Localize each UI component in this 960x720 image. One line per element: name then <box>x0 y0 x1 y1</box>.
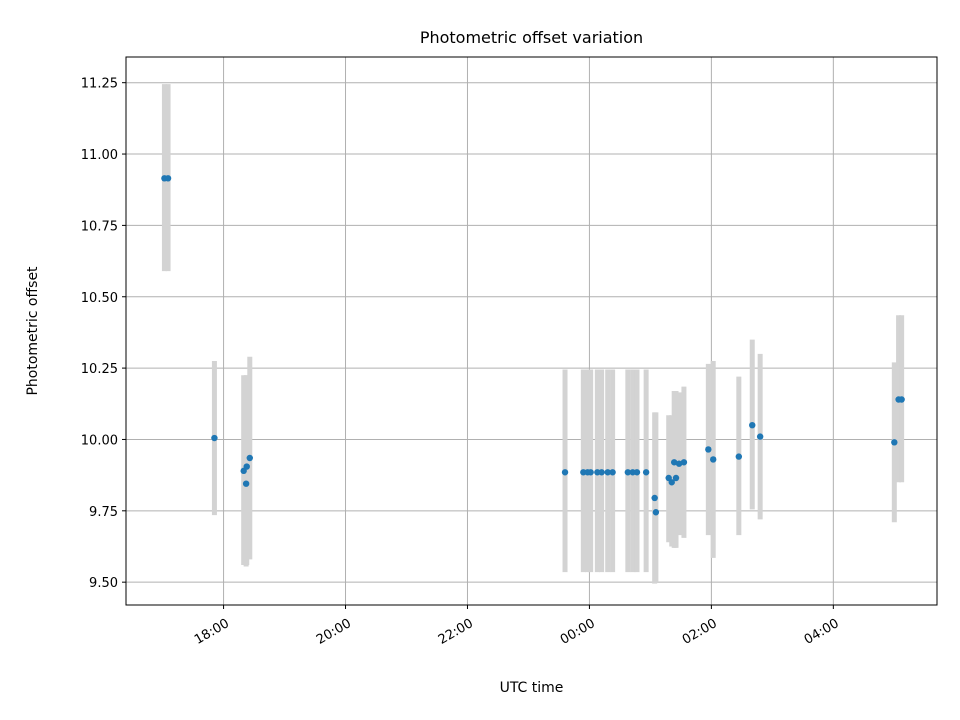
data-point <box>668 479 675 486</box>
data-point <box>735 453 743 460</box>
data-point <box>609 469 616 476</box>
y-tick-label: 10.00 <box>81 433 118 448</box>
data-point <box>633 469 641 476</box>
y-tick-label: 10.50 <box>81 291 118 306</box>
data-point <box>164 175 172 182</box>
data-point <box>756 433 764 440</box>
data-point <box>891 439 898 446</box>
y-tick-label: 10.75 <box>81 219 118 234</box>
data-point <box>710 456 717 463</box>
data-point <box>246 454 253 462</box>
y-tick-label: 11.00 <box>81 148 118 163</box>
y-axis-ticks: 9.50 9.75 10.00 10.25 10.50 10.75 11.00 11.25 <box>81 77 126 591</box>
y-tick-label: 9.75 <box>89 505 118 520</box>
data-point <box>672 474 680 482</box>
data-point <box>898 396 905 403</box>
chart-title: Photometric offset variation <box>420 28 643 47</box>
data-points <box>161 175 905 516</box>
data-point <box>604 469 611 476</box>
data-point <box>242 480 250 487</box>
data-point <box>587 469 594 476</box>
x-axis-label: UTC time <box>500 680 564 696</box>
data-point <box>211 434 218 442</box>
data-point <box>561 469 569 476</box>
data-point <box>624 469 632 476</box>
data-point <box>680 459 688 466</box>
data-point <box>642 469 650 476</box>
data-point <box>675 460 683 467</box>
plot-frame <box>125 56 938 606</box>
data-point <box>705 446 712 453</box>
y-tick-label: 9.50 <box>89 576 118 591</box>
data-point <box>651 494 658 502</box>
data-point <box>598 469 605 476</box>
y-axis-label: Photometric offset <box>25 266 41 396</box>
data-point <box>652 509 660 516</box>
y-tick-label: 10.25 <box>81 362 118 377</box>
y-tick-label: 11.25 <box>81 77 118 92</box>
data-point <box>243 463 250 470</box>
data-point <box>670 459 678 466</box>
data-point <box>749 421 756 429</box>
